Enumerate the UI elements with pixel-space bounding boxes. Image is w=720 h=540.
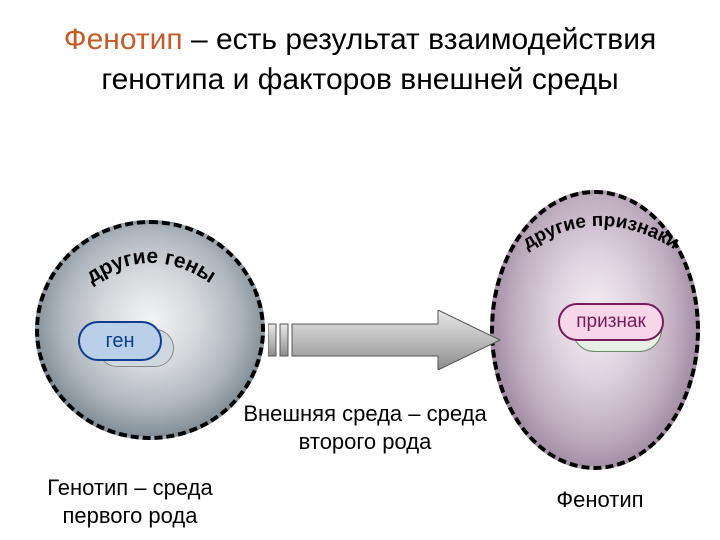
title-rest: – есть результат взаимодействия генотипа… [101, 23, 656, 96]
page-title: Фенотип – есть результат взаимодействия … [0, 20, 720, 100]
arrow [268, 310, 503, 370]
left-arc-label: другие гены [66, 246, 236, 306]
right-arc-label: другие признаки [500, 210, 700, 270]
trait-label: признак [576, 311, 646, 333]
svg-text:другие гены: другие гены [82, 245, 220, 288]
left-caption: Генотип – среда первого рода [30, 474, 230, 530]
gene-label: ген [105, 330, 134, 353]
arrow-caption: Внешняя среда – среда второго рода [230, 400, 500, 456]
right-caption: Фенотип [530, 486, 670, 514]
gene-bubble: ген [78, 321, 162, 361]
svg-text:другие признаки: другие признаки [519, 210, 683, 254]
trait-bubble: признак [558, 303, 664, 341]
title-accent: Фенотип [64, 23, 183, 56]
